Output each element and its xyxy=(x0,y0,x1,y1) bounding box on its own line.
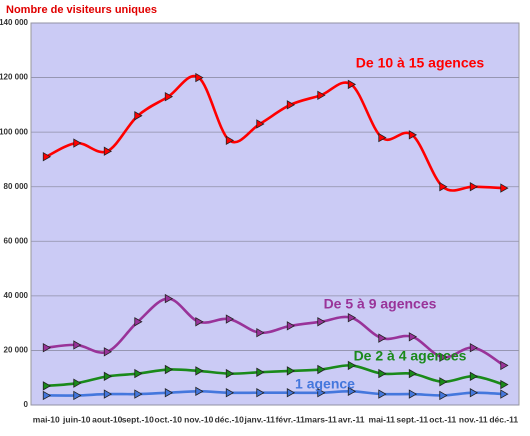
series-label: De 10 à 15 agences xyxy=(356,55,485,71)
point-marker xyxy=(317,90,326,100)
point-marker xyxy=(408,368,418,379)
x-tick-label: juin-10 xyxy=(62,414,91,424)
point-marker xyxy=(225,314,235,324)
y-tick-label: 140 000 xyxy=(0,18,29,27)
point-marker xyxy=(469,182,479,192)
y-tick-label: 0 xyxy=(24,400,29,409)
y-tick-label: 40 000 xyxy=(4,291,29,300)
point-marker xyxy=(500,379,509,390)
point-marker xyxy=(317,317,326,327)
y-tick-label: 60 000 xyxy=(4,236,29,245)
point-marker xyxy=(195,366,204,376)
point-marker xyxy=(469,371,479,382)
x-tick-label: mai-11 xyxy=(369,414,396,424)
point-marker xyxy=(73,138,82,148)
series-line xyxy=(45,74,504,192)
series-label: De 5 à 9 agences xyxy=(324,296,437,312)
point-marker xyxy=(317,364,326,375)
series-label: 1 agence xyxy=(295,376,355,392)
series-line xyxy=(46,297,505,367)
point-marker xyxy=(378,132,387,143)
point-marker xyxy=(42,381,52,391)
point-marker xyxy=(286,388,296,398)
x-tick-label: sept.-11 xyxy=(396,414,428,424)
x-tick-label: mai-10 xyxy=(33,414,60,424)
point-marker xyxy=(225,388,235,398)
point-marker xyxy=(195,386,204,397)
point-marker xyxy=(500,389,509,399)
point-marker xyxy=(164,388,174,398)
point-marker xyxy=(103,347,113,357)
point-marker xyxy=(103,146,113,156)
series-label: De 2 à 4 agences xyxy=(354,348,467,364)
point-marker xyxy=(195,317,204,327)
point-marker xyxy=(134,389,143,399)
point-marker xyxy=(134,111,143,121)
point-marker xyxy=(256,328,265,338)
point-marker xyxy=(408,130,418,140)
x-tick-label: aout-10 xyxy=(92,414,123,424)
point-marker xyxy=(439,182,448,192)
point-marker xyxy=(256,119,265,129)
point-marker xyxy=(256,388,265,398)
series-line xyxy=(46,364,505,388)
point-marker xyxy=(134,317,143,327)
y-tick-label: 120 000 xyxy=(0,73,29,82)
x-tick-label: déc.-11 xyxy=(489,414,518,424)
x-tick-label: oct.-10 xyxy=(155,414,183,424)
x-tick-label: déc.-10 xyxy=(215,414,245,424)
y-tick-label: 80 000 xyxy=(4,182,29,191)
point-marker xyxy=(164,364,174,375)
point-marker xyxy=(225,135,235,146)
point-marker xyxy=(286,366,296,376)
point-marker xyxy=(347,386,357,397)
point-marker xyxy=(347,360,357,371)
point-marker xyxy=(408,389,418,399)
point-marker xyxy=(195,72,204,83)
point-marker xyxy=(73,378,82,388)
point-marker xyxy=(378,333,387,343)
point-marker xyxy=(378,389,387,399)
point-marker xyxy=(469,343,479,353)
point-marker xyxy=(439,377,448,387)
y-tick-label: 100 000 xyxy=(0,127,29,136)
x-tick-label: avr.-11 xyxy=(338,414,365,424)
chart-title: Nombre de visiteurs uniques xyxy=(6,4,157,16)
point-marker xyxy=(103,389,113,399)
point-marker xyxy=(408,332,418,342)
point-marker xyxy=(164,293,174,304)
point-marker xyxy=(286,100,296,110)
point-marker xyxy=(134,368,143,379)
point-marker xyxy=(225,368,235,379)
x-tick-label: sept.-10 xyxy=(122,414,154,424)
x-tick-label: janv.-11 xyxy=(243,414,275,424)
point-marker xyxy=(439,352,448,362)
point-marker xyxy=(347,312,357,323)
point-marker xyxy=(164,91,174,102)
point-marker xyxy=(103,371,113,382)
point-marker xyxy=(256,367,265,377)
point-marker xyxy=(73,340,82,350)
point-marker xyxy=(347,79,357,90)
point-marker xyxy=(42,152,52,162)
point-marker xyxy=(42,390,52,401)
series-line xyxy=(46,390,504,397)
point-marker xyxy=(469,388,479,398)
x-tick-label: nov.-10 xyxy=(184,414,213,424)
plot-area xyxy=(30,22,520,406)
y-tick-label: 20 000 xyxy=(4,346,29,355)
x-tick-label: nov.-11 xyxy=(459,414,488,424)
point-marker xyxy=(500,183,509,193)
point-marker xyxy=(439,390,448,401)
x-tick-label: févr.-11 xyxy=(276,414,306,424)
x-tick-label: mars-11 xyxy=(305,414,337,424)
point-marker xyxy=(317,388,326,398)
point-marker xyxy=(500,360,509,371)
x-tick-label: oct.-11 xyxy=(429,414,456,424)
point-marker xyxy=(378,368,387,379)
point-marker xyxy=(73,390,82,401)
point-marker xyxy=(286,321,296,331)
point-marker xyxy=(42,343,52,353)
